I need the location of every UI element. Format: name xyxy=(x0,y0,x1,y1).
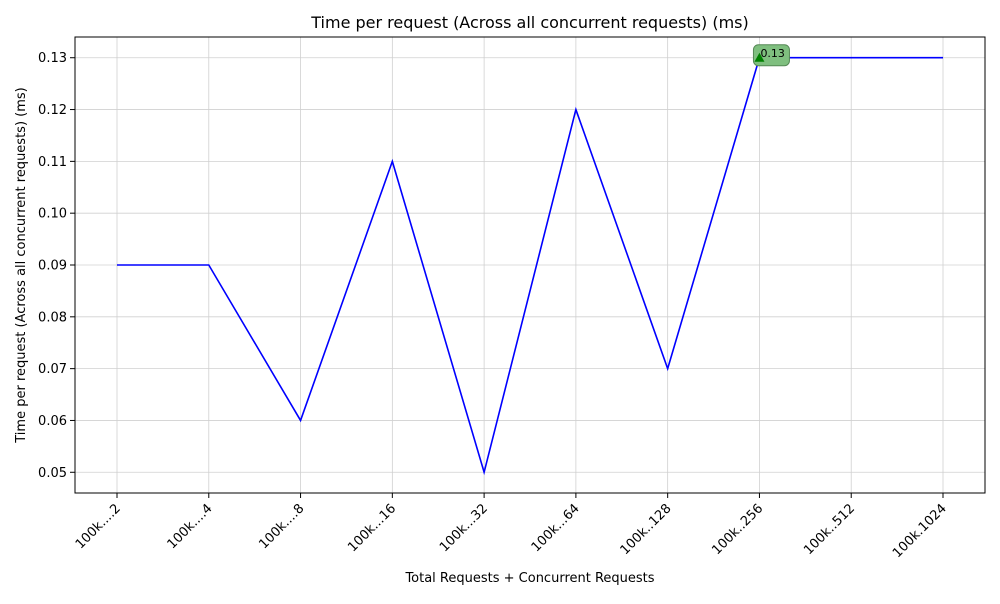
x-tick-label: 100k...64 xyxy=(529,501,583,555)
x-tick-label: 100k..512 xyxy=(801,501,858,558)
x-tick-label: 100k...16 xyxy=(345,501,399,555)
x-tick-label: 100k..256 xyxy=(709,501,766,558)
y-tick-label: 0.11 xyxy=(38,155,67,170)
x-axis-ticks: 100k....2 100k....4 100k....8 100k...16 100k… xyxy=(73,493,950,561)
y-tick-label: 0.08 xyxy=(38,310,67,325)
x-tick-label: 100k....4 xyxy=(165,501,216,552)
y-tick-label: 0.10 xyxy=(38,207,67,222)
x-tick-label: 100k....2 xyxy=(73,501,124,552)
grid xyxy=(75,37,985,493)
y-tick-label: 0.12 xyxy=(38,103,67,118)
y-tick-label: 0.13 xyxy=(38,51,67,66)
y-tick-label: 0.07 xyxy=(38,362,67,377)
y-tick-label: 0.06 xyxy=(38,414,67,429)
x-tick-label: 100k...32 xyxy=(437,501,491,555)
y-axis-ticks: 0.05 0.06 0.07 0.08 0.09 0.10 0.11 0.12 0.13 xyxy=(38,51,75,481)
y-axis-label: Time per request (Across all concurrent … xyxy=(14,87,29,443)
annotation-label: 0.13 xyxy=(760,47,785,60)
x-tick-label: 100k....8 xyxy=(256,501,307,552)
x-tick-label: 100k.1024 xyxy=(890,501,950,561)
chart-title: Time per request (Across all concurrent … xyxy=(310,13,749,32)
y-tick-label: 0.09 xyxy=(38,259,67,274)
x-axis-label: Total Requests + Concurrent Requests xyxy=(404,571,654,586)
annotation-layer: 0.13 xyxy=(753,45,789,66)
x-tick-label: 100k..128 xyxy=(618,501,675,558)
y-tick-label: 0.05 xyxy=(38,466,67,481)
